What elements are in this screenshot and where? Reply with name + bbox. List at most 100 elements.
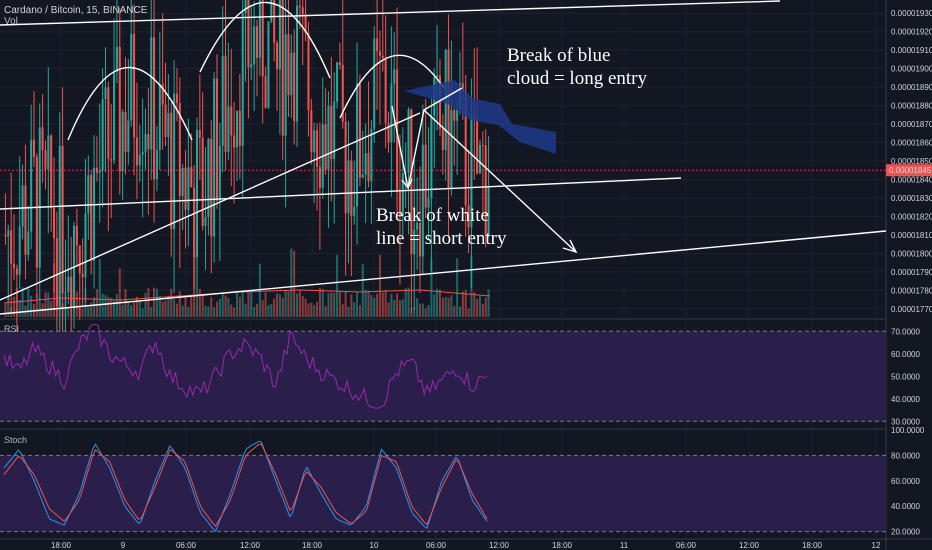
candle-body	[84, 213, 87, 278]
last-price-badge	[886, 164, 932, 177]
candle-body	[173, 93, 176, 229]
candle-body	[324, 124, 327, 170]
volume-bar	[298, 291, 301, 317]
candle-body	[290, 52, 293, 96]
volume-bar	[201, 295, 204, 317]
candle-body	[250, 64, 253, 68]
volume-bar	[267, 304, 270, 317]
volume-bar	[141, 308, 144, 317]
short-arrow-shaft	[423, 109, 577, 253]
volume-bar	[361, 263, 364, 317]
volume-bar	[67, 308, 70, 317]
volume-bar	[324, 306, 327, 317]
candle-body	[138, 154, 141, 166]
volume-bar	[78, 307, 81, 317]
rising-trendline	[0, 112, 421, 301]
rsi-pane[interactable]	[0, 323, 886, 422]
time-tick-label: 18:00	[51, 541, 72, 550]
candle-body	[98, 170, 101, 173]
white-support-line	[0, 177, 682, 210]
candle-body	[267, 21, 270, 108]
price-pane[interactable]	[0, 0, 886, 371]
volume-bar	[153, 287, 156, 317]
volume-bar	[261, 300, 264, 317]
candle-body	[370, 128, 373, 182]
candle-body	[235, 110, 239, 148]
volume-bar	[150, 307, 153, 317]
volume-bar	[421, 303, 424, 317]
volume-bar	[155, 288, 158, 317]
candle-body	[255, 26, 259, 58]
volume-bar	[104, 295, 107, 317]
candle-body	[21, 185, 24, 227]
volume-bar	[438, 289, 441, 317]
arc-right-shoulder	[339, 54, 445, 119]
volume-bar	[121, 304, 124, 317]
volume-bar	[127, 301, 130, 317]
volume-bar	[467, 308, 470, 317]
price-tick-label: 0.00001800	[891, 249, 932, 258]
candle-body	[364, 153, 367, 175]
price-tick-label: 0.00001810	[891, 231, 932, 240]
volume-bar	[124, 289, 127, 317]
stoch-tick-label: 80.0000	[891, 451, 920, 460]
price-axis[interactable]: 0.00001930 0.00001920 0.00001910 0.00001900…	[886, 9, 932, 537]
stoch-pane[interactable]	[0, 440, 886, 533]
candle-body	[135, 137, 138, 166]
candle-body	[275, 42, 279, 70]
candle-body	[264, 76, 267, 108]
candle-body	[304, 14, 307, 33]
volume-bar	[356, 292, 359, 317]
candle-body	[336, 62, 339, 102]
candle-body	[318, 166, 321, 188]
volume-bar	[144, 292, 147, 317]
volume-bar	[213, 307, 216, 317]
volume-bar	[338, 291, 341, 317]
rsi-tick-label: 60.0000	[891, 350, 920, 359]
volume-bar	[290, 248, 293, 317]
volume-bar	[61, 303, 64, 317]
candle-body	[241, 13, 244, 146]
volume-bar	[378, 254, 381, 317]
volume-bar	[130, 305, 133, 317]
rsi-band	[0, 331, 886, 422]
volume-bar	[84, 288, 87, 317]
volume-bar	[170, 288, 173, 317]
candle-body	[12, 263, 16, 269]
candle-body	[301, 7, 304, 15]
candle-body	[344, 121, 347, 214]
candle-body	[227, 106, 230, 152]
volume-bar	[404, 288, 407, 317]
candle-body	[61, 145, 64, 294]
candle-body	[130, 33, 133, 121]
candle-body	[41, 127, 44, 151]
volume-bar	[476, 298, 479, 317]
volume-bar	[207, 306, 210, 317]
volume-bar	[113, 300, 116, 317]
stoch-tick-label: 40.0000	[891, 502, 920, 511]
candle-body	[418, 223, 421, 257]
candle-body	[187, 167, 190, 210]
candle-body	[198, 129, 201, 138]
volume-bar	[47, 292, 50, 317]
volume-bar	[384, 290, 387, 317]
candle-body	[356, 83, 359, 207]
candle-body	[81, 273, 84, 278]
time-tick-label: 12	[872, 541, 881, 550]
time-axis[interactable]: 18:00 9 06:00 12:00 18:00 10 06:00 12:00 18:00 11…	[51, 541, 881, 550]
candle-body	[438, 75, 441, 129]
volume-bar	[487, 289, 490, 317]
candle-body	[350, 160, 353, 216]
volume-bar	[307, 303, 310, 317]
candle-body	[110, 159, 113, 161]
candle-body	[215, 78, 219, 201]
candle-body	[158, 84, 161, 150]
volume-bar	[304, 298, 307, 317]
volume-bar	[358, 305, 361, 317]
candle-body	[333, 101, 336, 160]
price-tick-label: 0.00001870	[891, 120, 932, 129]
candle-body	[284, 34, 287, 136]
volume-bar	[53, 263, 56, 317]
candle-body	[93, 167, 96, 261]
